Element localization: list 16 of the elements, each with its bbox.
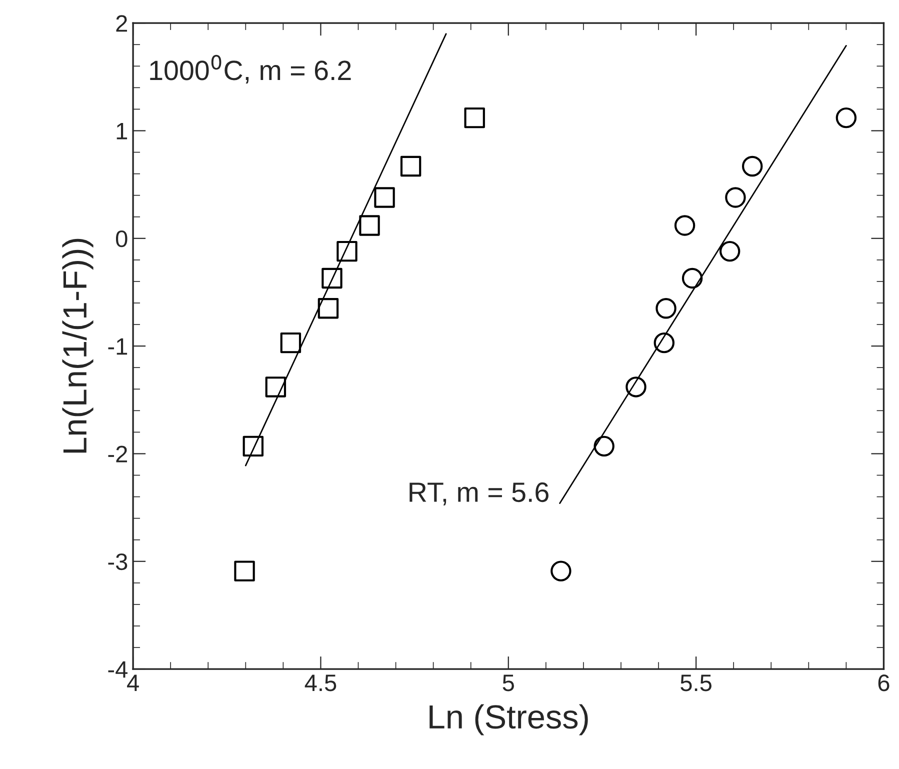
y-tick-label: 1: [116, 123, 128, 140]
annotation: 1000$^{0}$C, m = 6.2: [150, 54, 351, 84]
x-tick-label: 5: [502, 674, 514, 692]
y-tick-label: 0: [116, 230, 128, 248]
y-tick-label: -2: [108, 446, 128, 462]
x-axis-title: Ln (Stress): [430, 704, 588, 736]
y-axis-title: Ln(Ln(1/(1-F))): [62, 238, 94, 453]
annotation: RT, m = 5.6: [410, 482, 548, 506]
x-tick-label: 4: [127, 674, 139, 691]
y-tick-label: 2: [116, 15, 128, 32]
x-tick-label: 4.5: [304, 674, 336, 692]
y-tick-label: -1: [108, 338, 128, 355]
x-tick-label: 6: [878, 674, 890, 692]
y-tick-label: -4: [108, 661, 128, 678]
y-tick-label: -3: [108, 553, 128, 570]
x-tick-label: 5.5: [680, 674, 712, 692]
